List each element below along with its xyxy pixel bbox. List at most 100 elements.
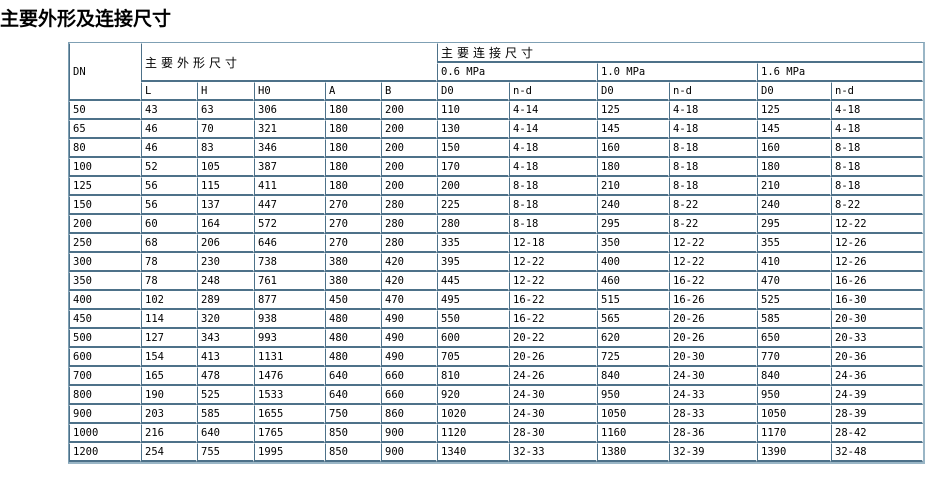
table-cell: 270 — [325, 196, 381, 215]
table-cell: 180 — [597, 158, 669, 177]
dn-cell: 450 — [69, 310, 141, 329]
table-cell: 8-18 — [509, 177, 597, 196]
table-cell: 20-30 — [831, 310, 924, 329]
table-cell: 78 — [141, 253, 197, 272]
table-cell: 180 — [325, 120, 381, 139]
table-cell: 4-18 — [509, 158, 597, 177]
table-cell: 490 — [381, 348, 437, 367]
dn-cell: 700 — [69, 367, 141, 386]
dn-cell: 200 — [69, 215, 141, 234]
table-row: 300 78 230 738 380 420 395 12-22 400 12-22 410 12-2… — [69, 253, 924, 272]
table-cell: 16-22 — [509, 310, 597, 329]
table-cell: 165 — [141, 367, 197, 386]
table-cell: 20-26 — [509, 348, 597, 367]
column-header: B — [381, 82, 437, 101]
table-cell: 180 — [325, 158, 381, 177]
table-cell: 32-39 — [669, 443, 757, 462]
table-cell: 200 — [437, 177, 509, 196]
table-cell: 770 — [757, 348, 831, 367]
table-cell: 1120 — [437, 424, 509, 443]
dimensions-table: DN 主要外形尺寸 主要连接尺寸 0.6 MPa 1.0 MPa 1.6 MPa… — [68, 42, 926, 464]
table-cell: 280 — [381, 215, 437, 234]
table-cell: 46 — [141, 139, 197, 158]
table-cell: 127 — [141, 329, 197, 348]
table-cell: 470 — [757, 272, 831, 291]
table-cell: 280 — [437, 215, 509, 234]
table-cell: 210 — [597, 177, 669, 196]
table-cell: 203 — [141, 405, 197, 424]
table-cell: 1050 — [757, 405, 831, 424]
table-cell: 248 — [197, 272, 254, 291]
table-row: 600 154 413 1131 480 490 705 20-26 725 20-30 770 20… — [69, 348, 924, 367]
table-cell: 12-22 — [509, 272, 597, 291]
table-cell: 585 — [197, 405, 254, 424]
dn-cell: 125 — [69, 177, 141, 196]
table-cell: 8-18 — [509, 196, 597, 215]
table-cell: 32-33 — [509, 443, 597, 462]
table-cell: 387 — [254, 158, 325, 177]
table-cell: 572 — [254, 215, 325, 234]
table-row: 200 60 164 572 270 280 280 8-18 295 8-22 295 12-22 — [69, 215, 924, 234]
table-cell: 640 — [197, 424, 254, 443]
table-cell: 410 — [757, 253, 831, 272]
table-cell: 646 — [254, 234, 325, 253]
table-cell: 28-42 — [831, 424, 924, 443]
table-cell: 480 — [325, 348, 381, 367]
table-cell: 115 — [197, 177, 254, 196]
table-cell: 12-22 — [669, 253, 757, 272]
table-cell: 63 — [197, 101, 254, 120]
table-cell: 478 — [197, 367, 254, 386]
table-cell: 950 — [757, 386, 831, 405]
table-cell: 216 — [141, 424, 197, 443]
pressure-header: 0.6 MPa — [437, 63, 597, 82]
table-cell: 1390 — [757, 443, 831, 462]
table-row: 50 43 63 306 180 200 110 4-14 125 4-18 125 4-18 — [69, 101, 924, 120]
table-cell: 20-33 — [831, 329, 924, 348]
table-cell: 1655 — [254, 405, 325, 424]
table-row: 450 114 320 938 480 490 550 16-22 565 20-26 585 20-… — [69, 310, 924, 329]
table-cell: 490 — [381, 329, 437, 348]
table-row: 700 165 478 1476 640 660 810 24-26 840 24-30 840 24… — [69, 367, 924, 386]
table-cell: 380 — [325, 272, 381, 291]
table-row: 250 68 206 646 270 280 335 12-18 350 12-22 355 12-2… — [69, 234, 924, 253]
column-header: D0 — [437, 82, 509, 101]
table-cell: 1765 — [254, 424, 325, 443]
dn-cell: 1000 — [69, 424, 141, 443]
table-cell: 20-30 — [669, 348, 757, 367]
table-cell: 640 — [325, 367, 381, 386]
table-cell: 738 — [254, 253, 325, 272]
table-cell: 210 — [757, 177, 831, 196]
table-cell: 860 — [381, 405, 437, 424]
table-cell: 900 — [381, 424, 437, 443]
table-cell: 938 — [254, 310, 325, 329]
table-cell: 24-30 — [669, 367, 757, 386]
table-cell: 180 — [325, 101, 381, 120]
table-cell: 993 — [254, 329, 325, 348]
table-cell: 8-18 — [669, 158, 757, 177]
table-cell: 28-39 — [831, 405, 924, 424]
table-cell: 380 — [325, 253, 381, 272]
table-cell: 4-14 — [509, 101, 597, 120]
table-cell: 565 — [597, 310, 669, 329]
table-cell: 480 — [325, 329, 381, 348]
column-header: n-d — [669, 82, 757, 101]
table-cell: 4-18 — [669, 101, 757, 120]
table-cell: 1160 — [597, 424, 669, 443]
table-cell: 32-48 — [831, 443, 924, 462]
table-cell: 160 — [597, 139, 669, 158]
table-cell: 1131 — [254, 348, 325, 367]
column-header: n-d — [831, 82, 924, 101]
table-cell: 78 — [141, 272, 197, 291]
table-cell: 761 — [254, 272, 325, 291]
table-cell: 420 — [381, 272, 437, 291]
table-cell: 170 — [437, 158, 509, 177]
table-cell: 46 — [141, 120, 197, 139]
table-cell: 495 — [437, 291, 509, 310]
table-cell: 130 — [437, 120, 509, 139]
table-cell: 8-18 — [669, 177, 757, 196]
table-cell: 230 — [197, 253, 254, 272]
table-cell: 525 — [197, 386, 254, 405]
table-cell: 102 — [141, 291, 197, 310]
table-cell: 16-30 — [831, 291, 924, 310]
table-cell: 125 — [757, 101, 831, 120]
